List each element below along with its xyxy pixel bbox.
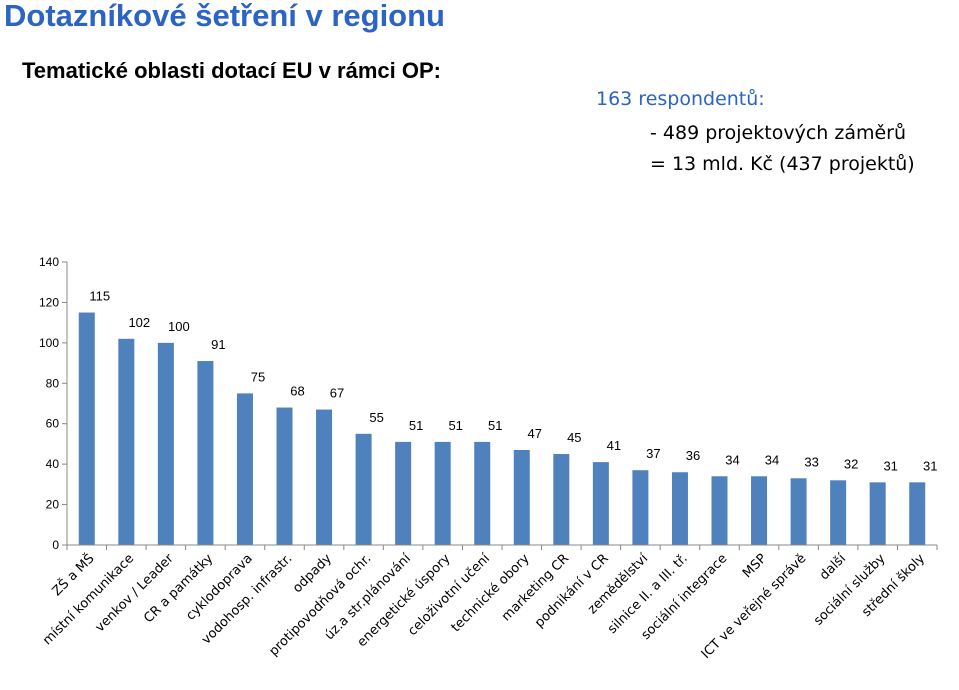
data-label: 41 <box>607 438 621 453</box>
bar <box>118 338 135 545</box>
y-tick-label: 100 <box>39 336 59 350</box>
data-label: 102 <box>128 315 150 330</box>
projects-note: - 489 projektových záměrů <box>650 122 907 144</box>
data-label: 31 <box>883 458 897 473</box>
data-label: 68 <box>290 384 304 399</box>
bar <box>632 470 649 545</box>
bar <box>869 482 886 545</box>
data-label: 36 <box>686 448 700 463</box>
data-label: 31 <box>923 458 937 473</box>
category-label: CR a památky <box>141 551 216 626</box>
y-tick-label: 120 <box>39 295 59 309</box>
bar <box>355 433 372 545</box>
data-label: 55 <box>369 410 383 425</box>
data-label: 51 <box>448 418 462 433</box>
data-label: 91 <box>211 337 225 352</box>
category-label: MSP <box>740 551 770 581</box>
data-label: 32 <box>844 456 858 471</box>
y-tick-label: 80 <box>46 376 60 390</box>
respondents-note: 163 respondentů: <box>596 88 765 110</box>
y-tick-label: 0 <box>52 538 59 552</box>
bar <box>434 441 451 545</box>
category-label: další <box>817 551 849 583</box>
data-label: 34 <box>765 452 779 467</box>
data-label: 100 <box>168 319 190 334</box>
data-label: 115 <box>89 289 110 304</box>
page-subtitle: Tematické oblasti dotací EU v rámci OP: <box>22 58 441 83</box>
page-title: Dotazníkové šetření v regionu <box>4 0 445 33</box>
data-label: 45 <box>567 430 581 445</box>
bar <box>671 472 688 545</box>
data-label: 75 <box>251 369 265 384</box>
bar <box>197 361 214 545</box>
data-label: 47 <box>528 426 542 441</box>
y-tick-label: 40 <box>46 457 60 471</box>
bar <box>276 407 293 545</box>
data-label: 67 <box>330 386 344 401</box>
budget-note: = 13 mld. Kč (437 projektů) <box>650 153 915 175</box>
bar <box>790 478 807 545</box>
data-labels: 115 102 100 91 75 68 67 55 51 51 51 47 45 41 37 36 34 34 3… <box>89 289 937 474</box>
data-label: 34 <box>725 452 739 467</box>
category-label: sociální služby <box>811 551 889 629</box>
bar <box>592 462 609 545</box>
bar <box>316 409 333 545</box>
data-label: 33 <box>804 454 818 469</box>
data-label: 37 <box>646 446 660 461</box>
bar <box>395 441 412 545</box>
bar <box>909 482 926 545</box>
bar <box>711 476 728 545</box>
y-tick-label: 60 <box>46 417 60 431</box>
y-axis: 0 20 40 60 80 100 120 140 <box>39 255 68 552</box>
y-tick-label: 140 <box>39 255 59 269</box>
bar <box>553 454 570 545</box>
bar <box>157 342 174 545</box>
bar <box>78 312 95 545</box>
bar <box>474 441 491 545</box>
bar <box>830 480 847 545</box>
y-tick-label: 20 <box>46 498 60 512</box>
data-label: 51 <box>488 418 502 433</box>
bar <box>236 393 253 545</box>
data-label: 51 <box>409 418 423 433</box>
bar <box>751 476 768 545</box>
bars <box>78 312 926 545</box>
bar <box>513 449 530 545</box>
